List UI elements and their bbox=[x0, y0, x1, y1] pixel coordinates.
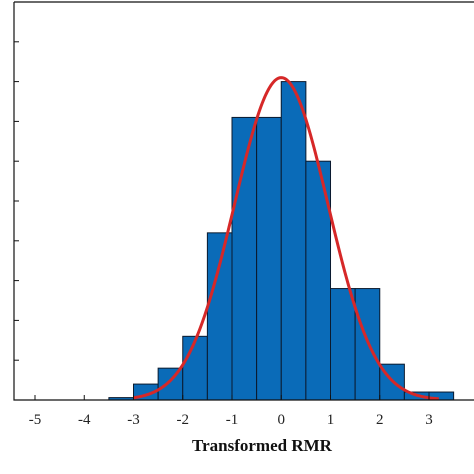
x-ticks: -5-4-3-2-101234 bbox=[29, 395, 433, 428]
y-ticks bbox=[14, 41, 19, 401]
histogram-bar bbox=[206, 232, 233, 401]
x-tick-label: 0 bbox=[278, 412, 286, 428]
x-tick-label: -1 bbox=[226, 412, 239, 428]
x-tick-label: -5 bbox=[29, 412, 42, 428]
histogram-bar bbox=[330, 288, 356, 401]
x-tick-label: 1 bbox=[327, 412, 335, 428]
x-tick-label: -3 bbox=[127, 412, 140, 428]
x-tick-label: 2 bbox=[376, 412, 384, 428]
fit-curve bbox=[133, 76, 439, 401]
x-tick-label: -4 bbox=[78, 412, 91, 428]
x-axis-title: Transformed RMR bbox=[192, 436, 333, 455]
x-tick-label: 3 bbox=[425, 412, 433, 428]
histogram-bar bbox=[280, 81, 307, 401]
x-tick-label: -2 bbox=[177, 412, 190, 428]
histogram-bar bbox=[182, 335, 208, 401]
histogram-bar bbox=[157, 367, 184, 401]
histogram-bar bbox=[256, 116, 282, 401]
